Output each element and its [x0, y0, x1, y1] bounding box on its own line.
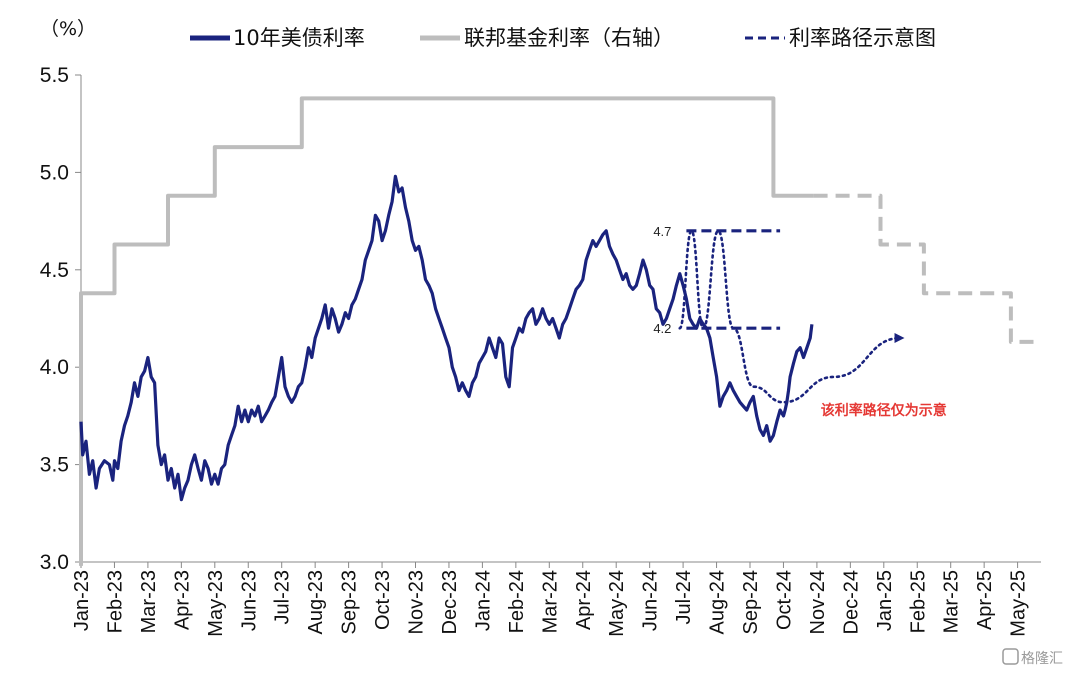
x-ticks: Jan-23 Feb-23 Mar-23 Apr-23 May-23 Jun-23 Jul-… — [71, 562, 1030, 637]
plot-area: 3.0 3.5 4.0 4.5 5.0 5.5 Jan-23 Feb-23 Mar-23 Apr… — [40, 64, 1041, 637]
legend-item-treasury: 10年美债利率 — [190, 26, 365, 50]
x-tick-label: Nov-23 — [406, 570, 428, 634]
x-tick-label: Jun-24 — [640, 570, 662, 631]
x-tick-label: Feb-25 — [907, 570, 929, 633]
legend-item-fed-funds: 联邦基金利率（右轴） — [420, 26, 674, 50]
watermark-text: 格隆汇 — [1021, 651, 1063, 667]
x-tick-label: Aug-24 — [707, 570, 729, 635]
y-tick-label: 3.5 — [40, 454, 69, 477]
x-tick-label: Oct-24 — [773, 570, 795, 630]
legend: 10年美债利率 联邦基金利率（右轴） 利率路径示意图 — [190, 26, 936, 50]
series-line — [813, 193, 1035, 344]
legend-item-path: 利率路径示意图 — [745, 26, 936, 50]
x-tick-label: Apr-25 — [974, 570, 996, 630]
x-tick-label: Mar-23 — [138, 570, 160, 633]
y-tick-label: 3.0 — [40, 551, 69, 574]
x-tick-label: May-23 — [205, 570, 227, 637]
x-tick-label: Dec-24 — [840, 570, 862, 634]
path-note: 该利率路径仅为示意 — [821, 402, 947, 419]
x-tick-label: Apr-24 — [573, 570, 595, 630]
annotation-layer: 4.7 4.2 该利率路径仅为示意 — [653, 224, 946, 419]
x-tick-label: May-25 — [1008, 570, 1030, 637]
legend-label: 联邦基金利率（右轴） — [464, 26, 674, 50]
x-tick-label: Sep-24 — [740, 570, 762, 635]
legend-label: 利率路径示意图 — [789, 26, 936, 50]
series-line — [79, 96, 814, 566]
watermark: 格隆汇 — [1002, 648, 1063, 667]
y-tick-label: 5.0 — [40, 161, 69, 184]
x-tick-label: Oct-23 — [372, 570, 394, 630]
x-tick-label: Jan-25 — [874, 570, 896, 631]
x-tick-label: Jul-24 — [673, 570, 695, 624]
y-unit-label: （%） — [40, 18, 96, 40]
watermark-logo-icon — [1002, 648, 1019, 665]
x-tick-label: Jan-23 — [71, 570, 93, 631]
x-tick-label: Jan-24 — [472, 570, 494, 631]
series-line — [79, 174, 814, 502]
level-label: 4.7 — [653, 224, 671, 239]
x-tick-label: Apr-23 — [171, 570, 193, 630]
x-tick-label: Jul-23 — [272, 570, 294, 624]
x-tick-label: Nov-24 — [807, 570, 829, 634]
y-tick-label: 5.5 — [40, 64, 69, 87]
x-tick-label: Feb-24 — [506, 570, 528, 633]
legend-label: 10年美债利率 — [233, 26, 365, 50]
y-ticks: 3.0 3.5 4.0 4.5 5.0 5.5 — [40, 64, 81, 574]
dotted-path — [701, 229, 905, 404]
series-layer — [79, 96, 1035, 566]
x-tick-label: Jun-23 — [238, 570, 260, 631]
x-tick-label: Aug-23 — [305, 570, 327, 635]
y-tick-label: 4.0 — [40, 356, 69, 379]
x-tick-label: Dec-23 — [439, 570, 461, 634]
level-label: 4.2 — [653, 321, 671, 336]
x-tick-label: Mar-25 — [941, 570, 963, 633]
x-tick-label: Sep-23 — [339, 570, 361, 635]
x-tick-label: Feb-23 — [104, 570, 126, 633]
x-tick-label: May-24 — [606, 570, 628, 637]
dotted-path — [678, 229, 705, 330]
x-tick-label: Mar-24 — [539, 570, 561, 633]
y-tick-label: 4.5 — [40, 259, 69, 282]
